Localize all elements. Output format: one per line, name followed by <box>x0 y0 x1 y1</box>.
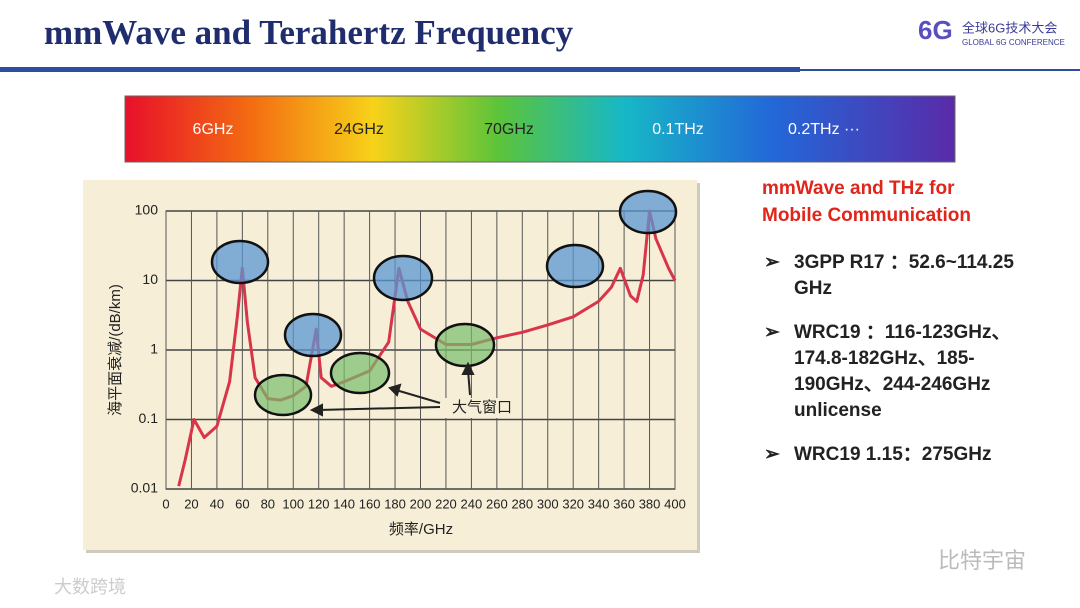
spectrum-label: 0.1THz <box>652 121 704 138</box>
spectrum-label: 6GHz <box>193 121 234 138</box>
heading: mmWave and THz for <box>762 178 955 199</box>
y-tick-label: 0.01 <box>131 480 158 496</box>
x-tick-label: 360 <box>613 496 635 511</box>
slide-title: mmWave and Terahertz Frequency <box>44 13 574 52</box>
watermark: 大数跨境 <box>54 577 126 597</box>
highlights <box>210 189 678 417</box>
y-tick-label: 1 <box>150 341 158 357</box>
title-rule <box>0 67 800 72</box>
x-axis-label: 频率/GHz <box>389 521 453 538</box>
spectrum-label: 24GHz <box>334 121 384 138</box>
x-tick-label: 60 <box>235 496 249 511</box>
arrowhead <box>309 403 323 417</box>
heading: Mobile Communication <box>762 205 971 226</box>
arrow <box>317 406 441 411</box>
x-tick-label: 20 <box>184 496 198 511</box>
arrowhead <box>388 383 402 397</box>
x-tick-label: 260 <box>486 496 508 511</box>
x-tick-label: 100 <box>282 496 304 511</box>
y-tick-label: 10 <box>142 271 158 287</box>
arrowhead <box>461 361 475 375</box>
arrow <box>395 389 441 404</box>
watermark: 比特宇宙 <box>938 548 1026 573</box>
y-axis-label: 海平面衰减/(dB/km) <box>107 284 124 416</box>
attenuation-line <box>177 209 677 487</box>
peak-highlight <box>545 243 605 289</box>
title-rule-thin <box>800 69 1080 71</box>
x-tick-label: 380 <box>639 496 661 511</box>
window-highlight <box>253 373 313 417</box>
bullet-list: 3GPP R17 ：52.6~114.25 GHz WRC19 ：116-123… <box>764 250 1054 486</box>
x-tick-label: 220 <box>435 496 457 511</box>
peak-highlight <box>372 254 434 302</box>
bullet: WRC19 1.15：275GHz <box>764 442 1054 468</box>
x-tick-label: 280 <box>511 496 533 511</box>
spectrum-label: 0.2THz ··· <box>788 121 860 138</box>
x-tick-label: 80 <box>261 496 275 511</box>
logo-mark: 6G <box>918 15 953 45</box>
spectrum-bar <box>124 95 956 163</box>
x-tick-label: 200 <box>410 496 432 511</box>
bullet: 3GPP R17 ：52.6~114.25 GHz <box>764 250 1054 302</box>
x-tick-label: 300 <box>537 496 559 511</box>
bullet: WRC19 ：116-123GHz、174.8-182GHz、185-190GH… <box>764 320 1054 424</box>
annotation: 大气窗口 <box>452 398 512 416</box>
peak-highlight <box>618 189 678 235</box>
peak-highlight <box>210 239 270 285</box>
chart-panel <box>83 180 697 550</box>
x-tick-label: 140 <box>333 496 355 511</box>
annotation-bg <box>443 398 521 418</box>
y-tick-label: 0.1 <box>139 410 159 426</box>
window-highlight <box>329 351 391 395</box>
x-tick-label: 180 <box>384 496 406 511</box>
x-tick-label: 400 <box>664 496 686 511</box>
x-tick-label: 320 <box>562 496 584 511</box>
x-tick-label: 40 <box>210 496 224 511</box>
window-highlight <box>434 322 496 368</box>
logo-main: 全球6G技术大会 <box>962 20 1057 35</box>
annotation-arrows <box>309 361 475 417</box>
x-tick-label: 0 <box>162 496 169 511</box>
y-tick-label: 100 <box>135 202 159 218</box>
spectrum-label: 70GHz <box>484 121 534 138</box>
peak-highlight <box>283 312 343 358</box>
x-tick-label: 340 <box>588 496 610 511</box>
x-tick-label: 160 <box>359 496 381 511</box>
logo-sub: GLOBAL 6G CONFERENCE <box>962 38 1065 47</box>
x-tick-label: 120 <box>308 496 330 511</box>
x-tick-label: 240 <box>461 496 483 511</box>
